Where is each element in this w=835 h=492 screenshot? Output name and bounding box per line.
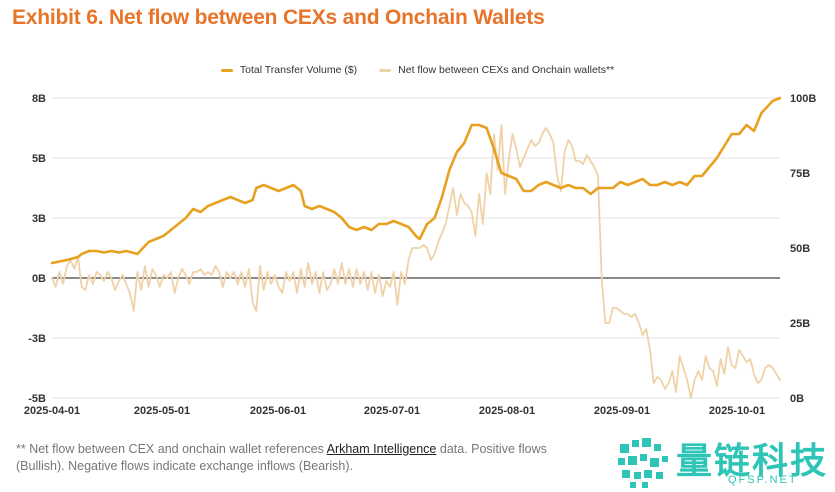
right-tick-label: 100B — [790, 93, 816, 105]
right-tick-label: 25B — [790, 318, 810, 330]
arkham-link[interactable]: Arkham Intelligence — [326, 442, 437, 456]
x-tick-label: 2025-10-01 — [709, 405, 765, 417]
line-chart: 8B 5B 3B 0B -3B -5B 100B 75B 50B 25B 0B 2025-04-01 2… — [24, 93, 816, 417]
legend-swatch-volume — [220, 68, 233, 72]
qr-logo-icon — [618, 438, 668, 488]
series-line-volume — [50, 96, 782, 265]
left-tick-label: 3B — [32, 213, 46, 225]
legend-item-netflow[interactable]: Net flow between CEXs and Onchain wallet… — [379, 64, 614, 76]
x-tick-label: 2025-07-01 — [364, 405, 420, 417]
footnote-line2: (Bullish). Negative flows indicate excha… — [16, 459, 353, 473]
chart-title: Exhibit 6. Net flow between CEXs and Onc… — [12, 6, 545, 29]
right-tick-label: 75B — [790, 168, 810, 180]
watermark-name: 量链科技 — [676, 441, 829, 482]
left-tick-label: -5B — [28, 393, 46, 405]
legend-item-volume[interactable]: Total Transfer Volume ($) — [220, 64, 358, 76]
series-line-netflow — [51, 124, 781, 399]
x-tick-label: 2025-09-01 — [594, 405, 650, 417]
legend-swatch-netflow — [379, 68, 392, 72]
x-tick-label: 2025-04-01 — [24, 405, 80, 417]
legend-label-netflow: Net flow between CEXs and Onchain wallet… — [398, 64, 615, 76]
chart-legend: Total Transfer Volume ($) Net flow betwe… — [0, 64, 835, 76]
left-tick-label: 8B — [32, 93, 46, 105]
left-tick-label: 5B — [32, 153, 46, 165]
right-tick-label: 0B — [790, 393, 804, 405]
footnote-suffix: data. Positive flows — [436, 442, 547, 456]
watermark-url: QFSP.NET — [728, 474, 798, 486]
x-tick-label: 2025-05-01 — [134, 405, 190, 417]
left-tick-label: -3B — [28, 333, 46, 345]
left-tick-label: 0B — [32, 273, 46, 285]
watermark-logo: 量链科技 QFSP.NET — [614, 432, 835, 490]
legend-label-volume: Total Transfer Volume ($) — [239, 64, 358, 76]
right-tick-label: 50B — [790, 243, 810, 255]
footnote-prefix: ** Net flow between CEX and onchain wall… — [16, 442, 327, 456]
x-tick-label: 2025-06-01 — [250, 405, 306, 417]
footnote: ** Net flow between CEX and onchain wall… — [16, 441, 616, 475]
x-tick-label: 2025-08-01 — [479, 405, 535, 417]
